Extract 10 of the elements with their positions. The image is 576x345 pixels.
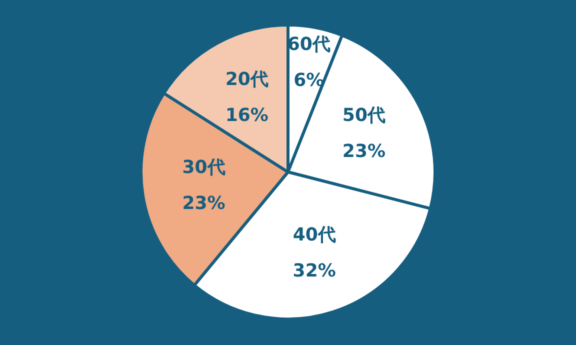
slice-label: 20代 — [225, 68, 268, 90]
slice-label: 60代 — [287, 34, 330, 55]
slice-label: 50代 — [342, 104, 386, 126]
slice-label: 40代 — [292, 224, 336, 246]
data-label: 6% — [294, 70, 324, 91]
data-label: 23% — [182, 192, 226, 214]
data-label: 23% — [342, 140, 386, 162]
data-label: 16% — [225, 104, 268, 126]
data-label: 32% — [292, 260, 336, 282]
slice-label: 30代 — [182, 156, 226, 178]
